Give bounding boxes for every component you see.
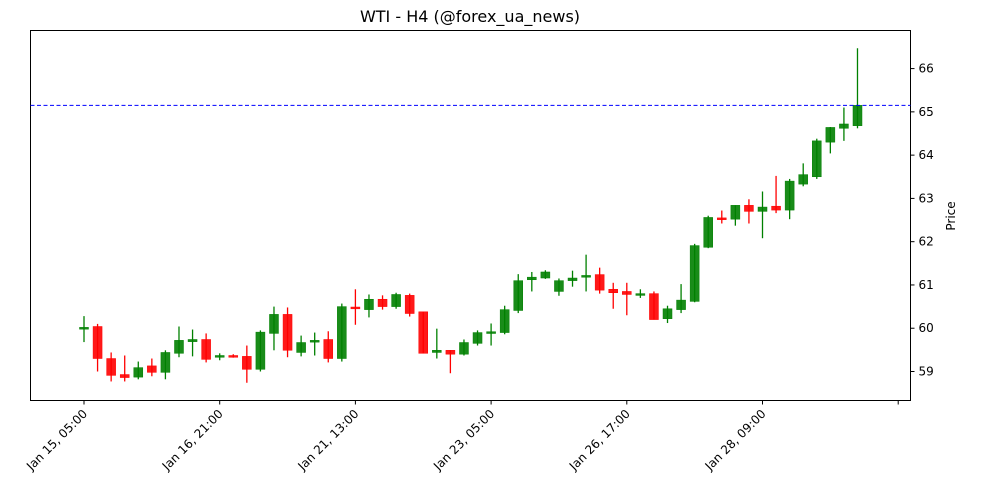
candle-body xyxy=(757,206,768,212)
candle-body xyxy=(418,311,428,354)
candle-body xyxy=(486,331,496,334)
candle-body xyxy=(608,289,618,293)
candle-body xyxy=(839,123,849,129)
y-tick-label: 63 xyxy=(919,191,934,205)
candle-body xyxy=(309,340,320,343)
y-tick-label: 65 xyxy=(919,105,934,119)
candle-body xyxy=(798,174,808,185)
candle-body xyxy=(852,105,863,126)
candle-body xyxy=(133,367,144,378)
y-tick-label: 61 xyxy=(919,278,934,292)
y-tick-label: 64 xyxy=(919,148,934,162)
candle-body xyxy=(662,308,673,319)
plot-area xyxy=(30,30,911,401)
candle-body xyxy=(174,340,184,354)
candle-body xyxy=(540,271,551,279)
candle-body xyxy=(499,309,510,333)
candle-body xyxy=(228,355,239,358)
x-tick-label: Jan 23, 05:00 xyxy=(430,407,497,474)
candle-body xyxy=(513,280,523,311)
candle-body xyxy=(771,205,781,211)
candle-body xyxy=(459,342,469,355)
candle-body xyxy=(377,298,388,307)
candle-body xyxy=(364,298,374,310)
candle-body xyxy=(784,180,795,211)
candle-body xyxy=(147,365,157,373)
candle-body xyxy=(337,306,347,359)
candle-body xyxy=(649,293,659,320)
candle-body xyxy=(635,293,646,296)
y-tick-label: 60 xyxy=(919,321,934,335)
x-tick-label: Jan 28, 09:00 xyxy=(702,407,769,474)
x-tick-label: Jan 26, 17:00 xyxy=(566,407,633,474)
x-tick-label: Jan 21, 13:00 xyxy=(294,407,361,474)
candle-body xyxy=(296,342,306,353)
candle-body xyxy=(269,314,279,334)
candle-body xyxy=(527,276,537,281)
candle-body xyxy=(214,355,225,358)
candle-body xyxy=(160,352,171,373)
candle-body xyxy=(255,331,266,370)
candle-body xyxy=(730,205,741,220)
candle-body xyxy=(581,275,591,278)
candle-body xyxy=(676,299,686,310)
candle-body xyxy=(567,277,578,281)
candle-body xyxy=(554,280,564,292)
y-axis-label: Price xyxy=(944,201,958,230)
x-tick-label: Jan 16, 21:00 xyxy=(159,407,226,474)
candle-body xyxy=(404,295,415,314)
candle-body xyxy=(106,358,116,376)
candle-body xyxy=(92,326,103,359)
candle-body xyxy=(201,339,211,360)
candle-body xyxy=(350,306,361,310)
candle-body xyxy=(622,291,632,295)
candle-body xyxy=(689,245,700,302)
candle-body xyxy=(744,205,754,212)
candle-body xyxy=(472,332,483,344)
candle-body xyxy=(445,350,456,355)
candle-body xyxy=(812,140,822,178)
candle-body xyxy=(594,274,605,291)
y-tick-label: 66 xyxy=(919,62,934,76)
candle-body xyxy=(282,314,293,351)
candle-body xyxy=(391,294,401,307)
candle-body xyxy=(79,327,89,330)
candle-body xyxy=(119,374,130,378)
chart-title: WTI - H4 (@forex_ua_news) xyxy=(360,7,580,27)
candle-body xyxy=(187,339,198,342)
candle-body xyxy=(323,339,334,359)
candle-body xyxy=(825,127,836,143)
candle-body xyxy=(703,217,713,248)
candle-body xyxy=(242,356,252,370)
candle-body xyxy=(432,350,442,353)
x-tick-label: Jan 15, 05:00 xyxy=(23,407,90,474)
y-tick-label: 62 xyxy=(919,235,934,249)
y-tick-label: 59 xyxy=(919,365,934,379)
candle-body xyxy=(717,217,727,220)
